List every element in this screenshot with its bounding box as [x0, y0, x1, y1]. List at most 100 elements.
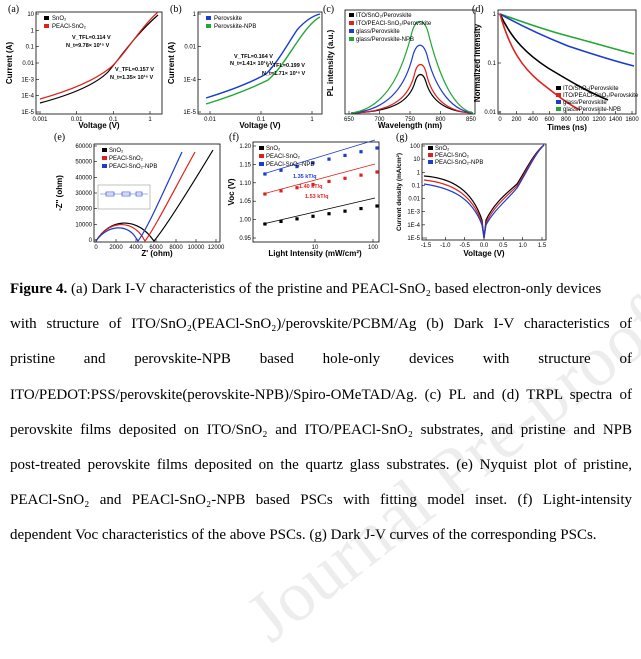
- panel-a-series-peacl: [39, 11, 159, 100]
- panel-f-label: (f): [229, 132, 239, 143]
- x-tick-label: 1400: [609, 117, 623, 123]
- data-point: [327, 212, 331, 216]
- panel-c-label: (c): [323, 4, 334, 15]
- legend-swatch: [556, 100, 561, 104]
- data-point: [343, 153, 347, 158]
- y-tick-label: 60000: [75, 144, 92, 150]
- x-tick-label: 0.01: [71, 117, 83, 123]
- panel-b-note-2: V_TFL=0.199 V: [266, 63, 305, 69]
- legend-swatch: [102, 156, 107, 160]
- panel-d-series-npb: [499, 13, 635, 55]
- panel-a-note-2: V_TFL=0.157 V: [115, 67, 154, 73]
- legend-entry: PEACl-SnO₂: [435, 153, 470, 159]
- data-point: [295, 217, 299, 221]
- y-tick-label: 1.00: [239, 218, 251, 224]
- x-tick-label: 1: [310, 117, 314, 123]
- legend-swatch: [44, 24, 49, 28]
- x-tick-label: -1.0: [440, 243, 451, 249]
- panel-g-series-peacl: [423, 144, 545, 239]
- legend-swatch: [259, 154, 264, 158]
- panel-a-note-1: N_t=9.78× 10¹⁵ V: [66, 42, 110, 49]
- y-tick-label: 1.05: [239, 199, 251, 205]
- panel-a-legend-0: SnO₂: [52, 16, 67, 22]
- panel-d-series-glass: [499, 13, 635, 67]
- legend-entry: ITO/SnO₂/Perovskite: [356, 13, 412, 19]
- panel-f-xlabel: Light Intensity (mW/cm²): [268, 249, 362, 258]
- legend-swatch: [44, 16, 49, 20]
- x-tick-label: 650: [344, 117, 355, 123]
- data-point: [263, 172, 267, 176]
- panel-g-label: (g): [396, 132, 408, 143]
- legend-entry: ITO/PEACl-SnO₂/Perovskite: [563, 93, 639, 99]
- panel-b-label: (b): [170, 4, 182, 15]
- panel-b-note-1: N_t=1.41× 10¹⁶ V: [230, 60, 274, 67]
- panel-b-note-0: V_TFL=0.164 V: [234, 54, 273, 60]
- panel-a-note-0: V_TFL=0.114 V: [72, 35, 111, 41]
- x-tick-label: 1.5: [538, 243, 547, 249]
- panel-a-label: (a): [8, 4, 19, 15]
- legend-swatch: [556, 93, 561, 97]
- data-point: [279, 189, 283, 193]
- panel-a-note-3: N_t=1.35× 10¹⁶ V: [110, 74, 154, 81]
- y-tick-label: 1E-3: [407, 210, 420, 216]
- y-tick-label: 0: [89, 238, 93, 244]
- y-tick-label: 1E-5: [183, 110, 196, 116]
- y-tick-label: 0.01: [22, 61, 34, 67]
- panel-b-series-npb: [205, 16, 321, 105]
- fit-line: [262, 197, 376, 225]
- legend-swatch: [259, 162, 264, 166]
- data-point: [343, 176, 347, 180]
- panel-a-xlabel: Voltage (V): [78, 121, 120, 130]
- x-tick-label: 1200: [592, 117, 606, 123]
- y-tick-label: 0.95: [239, 236, 251, 242]
- x-tick-label: 1600: [625, 117, 639, 123]
- y-tick-label: 1E-4: [407, 223, 420, 229]
- x-tick-label: 200: [511, 117, 522, 123]
- x-tick-label: 800: [561, 117, 572, 123]
- panel-f-axes: [252, 141, 380, 243]
- panel-d-ylabel: Normalized intensity: [473, 23, 482, 102]
- panel-a-ylabel: Current (A): [5, 42, 14, 85]
- y-tick-label: 0.01: [484, 110, 496, 116]
- caption-line: pristine and perovskite-NPB based hole-o…: [10, 351, 632, 368]
- caption-line: post-treated perovskite films deposited …: [10, 456, 632, 473]
- panel-f-note-1: 1.40 kT/q: [299, 184, 323, 190]
- legend-swatch: [428, 153, 433, 157]
- y-tick-label: 30000: [75, 191, 92, 197]
- caption-line: dependent Voc characteristics of the abo…: [10, 527, 597, 544]
- x-tick-label: 1: [148, 117, 152, 123]
- legend-swatch: [206, 16, 211, 20]
- x-tick-label: 100: [368, 245, 379, 251]
- x-tick-label: 400: [528, 117, 539, 123]
- legend-swatch: [206, 24, 211, 28]
- data-point: [263, 192, 267, 196]
- x-tick-label: 700: [374, 117, 385, 123]
- x-tick-label: 0.5: [499, 243, 508, 249]
- y-tick-label: 0.01: [184, 45, 196, 51]
- legend-swatch: [428, 160, 433, 164]
- y-tick-label: 0.1: [412, 183, 421, 189]
- x-tick-label: 0.1: [257, 117, 266, 123]
- y-tick-label: 1E-3: [21, 77, 34, 83]
- panel-e-xlabel: Z' (ohm): [141, 249, 173, 258]
- panel-b-note-3: N_t=1.71× 10¹⁶ V: [262, 70, 306, 77]
- legend-entry: glass/Perovskite-NPB: [356, 37, 414, 43]
- panel-c-series-sno2: [350, 73, 474, 114]
- panel-a-legend-1: PEACl-SnO₂: [52, 24, 87, 30]
- panel-c-series-npb: [350, 20, 474, 114]
- x-tick-label: 0.1: [109, 117, 118, 123]
- x-tick-label: -0.5: [459, 243, 470, 249]
- y-tick-label: 1E-5: [21, 110, 34, 116]
- panel-a: (a) Voltage (V) Current (A) 0.001 0.01 0.1…: [0, 0, 170, 135]
- y-tick-label: 20000: [75, 207, 92, 213]
- y-tick-label: 1: [31, 28, 35, 34]
- y-tick-label: 100: [410, 144, 421, 150]
- panel-f-ylabel: Voc (V): [227, 178, 236, 205]
- legend-entry: glass/Perovskite: [356, 29, 400, 35]
- panel-f-note-2: 1.53 kT/q: [305, 194, 329, 200]
- panel-g-xlabel: Voltage (V): [463, 249, 505, 258]
- x-tick-label: 4000: [129, 245, 143, 251]
- data-point: [311, 182, 315, 187]
- x-tick-label: 600: [544, 117, 555, 123]
- panel-d-series-peacl: [499, 13, 581, 111]
